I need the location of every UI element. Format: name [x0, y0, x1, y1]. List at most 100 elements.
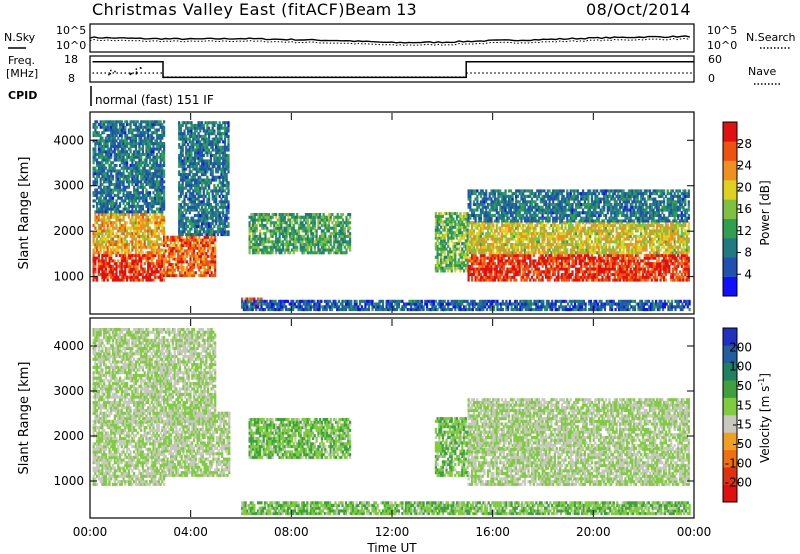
power-cell: [152, 262, 154, 265]
power-cell: [163, 164, 165, 167]
power-cell: [93, 161, 95, 164]
power-cell: [151, 221, 153, 224]
power-cell: [100, 251, 102, 254]
power-cell: [140, 265, 142, 268]
power-cell: [121, 134, 123, 137]
power-cell: [135, 145, 137, 148]
power-cell: [123, 123, 125, 126]
power-cell: [115, 232, 117, 235]
power-cell: [108, 159, 110, 162]
power-cell: [101, 257, 103, 260]
power-cell: [163, 244, 165, 247]
power-cell: [152, 126, 154, 129]
power-cell: [119, 221, 121, 224]
power-cell: [121, 120, 123, 123]
power-cell: [163, 227, 165, 230]
power-cell: [149, 161, 151, 164]
power-cell: [98, 257, 100, 260]
power-cell: [163, 161, 165, 164]
power-cell: [103, 249, 105, 252]
power-cell: [140, 249, 142, 252]
power-cell: [156, 131, 158, 134]
power-cell: [163, 269, 165, 272]
power-cell: [114, 142, 116, 145]
power-cell: [154, 232, 156, 235]
power-cell: [94, 148, 96, 151]
power-cell: [131, 257, 133, 260]
power-cell: [126, 161, 128, 164]
power-cell: [128, 178, 130, 181]
power-cell: [130, 150, 132, 153]
power-cell: [96, 126, 98, 129]
power-cell: [161, 178, 163, 181]
power-cell: [151, 268, 153, 271]
power-cell: [149, 219, 151, 222]
power-cell: [137, 249, 139, 252]
power-cell: [100, 142, 102, 145]
power-cell: [140, 210, 142, 213]
power-cell: [163, 159, 165, 162]
power-cell: [128, 216, 130, 219]
power-cell: [93, 254, 95, 257]
power-cell: [98, 175, 100, 178]
power-cell: [93, 205, 95, 208]
power-cell: [156, 213, 158, 216]
power-cell: [163, 156, 165, 159]
power-cell: [107, 205, 109, 208]
power-cell: [103, 123, 105, 126]
power-cell: [152, 145, 154, 148]
power-cell: [115, 224, 117, 227]
power-cell: [161, 123, 163, 126]
power-cell: [163, 180, 165, 183]
power-cell: [137, 202, 139, 205]
power-cell: [115, 254, 117, 257]
power-cell: [163, 232, 165, 235]
power-cell: [137, 268, 139, 271]
power-cell: [112, 197, 114, 200]
power-cell: [147, 224, 149, 227]
power-cell: [149, 191, 151, 194]
power-cell: [94, 199, 96, 202]
power-cell: [101, 232, 103, 235]
power-cell: [123, 219, 125, 222]
power-cell: [112, 238, 114, 241]
power-cell: [101, 194, 103, 197]
power-cell: [112, 175, 114, 178]
power-cell: [94, 150, 96, 153]
power-cell: [163, 208, 165, 211]
power-cell: [103, 235, 105, 238]
power-cell: [123, 216, 125, 219]
power-cell: [142, 150, 144, 153]
power-cell: [117, 276, 119, 279]
power-cell: [130, 191, 132, 194]
power-cell: [124, 205, 126, 208]
power-cell: [108, 246, 110, 249]
power-cell: [117, 249, 119, 252]
power-cell: [123, 169, 125, 172]
nsky-tick-top: 10^5: [56, 24, 86, 37]
power-cell: [126, 159, 128, 162]
power-cell: [154, 273, 156, 276]
power-cell: [110, 194, 112, 197]
power-cell: [147, 216, 149, 219]
power-cell: [100, 249, 102, 252]
power-cell: [131, 208, 133, 211]
power-cell: [140, 240, 142, 243]
power-cell: [151, 134, 153, 137]
power-cell: [108, 186, 110, 189]
power-cell: [133, 235, 135, 238]
power-cell: [108, 227, 110, 230]
power-cell: [160, 194, 162, 197]
power-cell: [147, 164, 149, 167]
power-cell: [105, 270, 107, 273]
power-cell: [133, 159, 135, 162]
power-cell: [96, 189, 98, 192]
power-cell: [147, 131, 149, 134]
power-cell: [96, 205, 98, 208]
power-cell: [137, 183, 139, 186]
power-cell: [160, 148, 162, 151]
power-cell: [130, 273, 132, 276]
power-cell: [119, 169, 121, 172]
power-cell: [140, 156, 142, 159]
power-cell: [126, 134, 128, 137]
